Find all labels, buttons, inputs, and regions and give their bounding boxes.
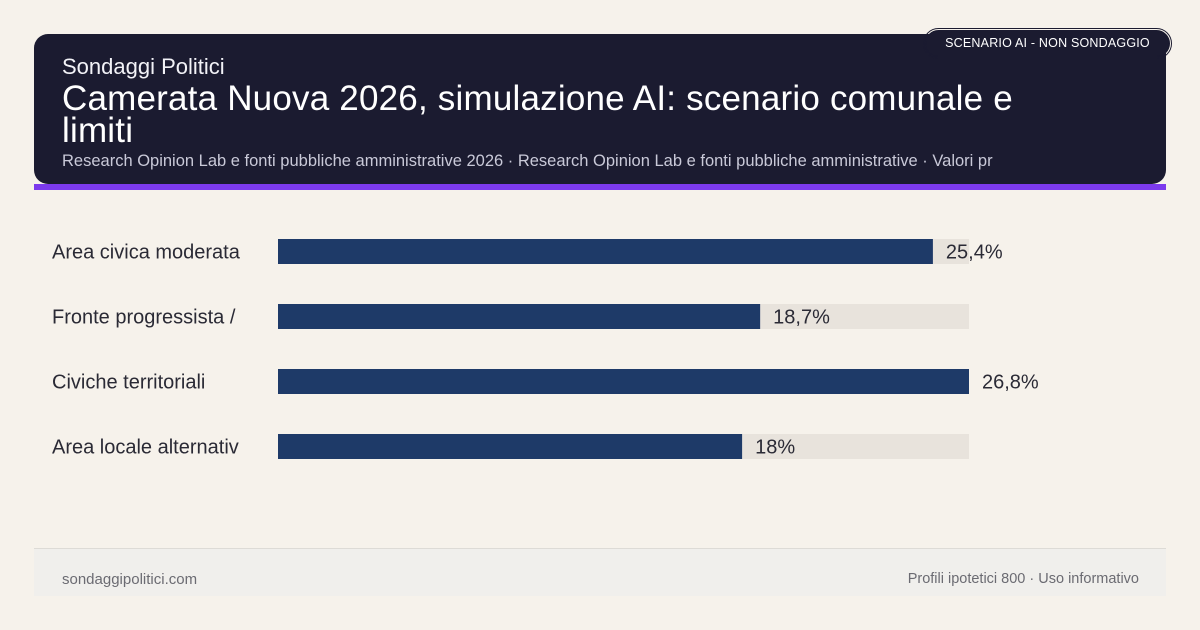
footer-note: Profili ipotetici 800 · Uso informativo [907, 571, 1139, 587]
bar [278, 434, 743, 459]
value-label: 18,7% [773, 307, 830, 329]
footer: sondaggipolitici.com Profili ipotetici 8… [34, 548, 1166, 596]
bar [278, 304, 761, 329]
bar [278, 369, 969, 394]
footer-site[interactable]: sondaggipolitici.com [62, 571, 198, 588]
accent-stripe [34, 184, 1166, 190]
category-label: Civiche territoriali [52, 372, 205, 394]
category-label: Area civica moderata [52, 242, 241, 264]
page-title: Camerata Nuova 2026, simulazione AI: sce… [62, 79, 1013, 150]
brand-name: Sondaggi Politici [62, 54, 225, 79]
page-subtitle: Research Opinion Lab e fonti pubbliche a… [62, 152, 993, 170]
value-label: 18% [755, 437, 795, 459]
value-label: 25,4% [946, 242, 1003, 264]
header-panel: Sondaggi Politici Camerata Nuova 2026, s… [34, 34, 1166, 184]
category-label: Area locale alternativ [52, 437, 239, 459]
value-label: 26,8% [982, 372, 1039, 394]
bar [278, 239, 933, 264]
category-label: Fronte progressista / [52, 307, 236, 329]
